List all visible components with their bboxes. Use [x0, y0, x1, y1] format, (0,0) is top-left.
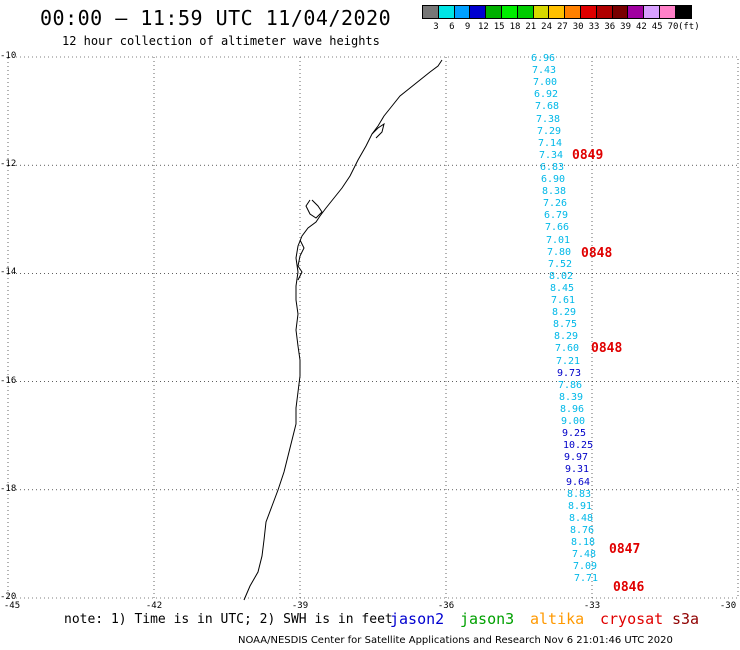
longitude-label: -39	[291, 601, 309, 611]
wave-height-value: 8.96	[560, 403, 585, 415]
pass-time-label: 0848	[581, 246, 613, 261]
scale-label: 36	[604, 22, 616, 32]
longitude-label: -33	[583, 601, 601, 611]
wave-height-value: 7.60	[555, 343, 580, 355]
wave-height-value: 7.38	[536, 113, 561, 125]
wave-height-value: 6.79	[544, 210, 569, 222]
wave-height-value: 8.83	[567, 488, 592, 500]
satellite-legend-altika: altika	[530, 610, 585, 628]
wave-height-value: 8.48	[569, 512, 594, 524]
wave-height-value: 7.66	[545, 222, 570, 234]
wave-height-value: 8.75	[553, 319, 578, 331]
latitude-label: -10	[0, 51, 17, 61]
credit-line: NOAA/NESDIS Center for Satellite Applica…	[238, 635, 673, 646]
wave-height-value: 8.18	[571, 537, 596, 548]
longitude-label: -45	[3, 601, 21, 611]
wave-height-value: 10.25	[563, 440, 594, 452]
scale-label: 6	[449, 22, 455, 32]
satellite-legend-jason3: jason3	[460, 610, 515, 628]
coastline-bay	[297, 122, 385, 281]
scale-swatch	[674, 5, 692, 19]
wave-height-value: 8.38	[542, 186, 567, 198]
color-scale-bar	[422, 5, 692, 19]
wave-height-value: 7.52	[548, 258, 573, 270]
latitude-label: -16	[0, 375, 17, 386]
map-grid	[7, 56, 739, 599]
wave-height-value: 6.92	[534, 89, 559, 101]
wave-height-value: 9.00	[561, 416, 586, 427]
wave-height-value: 7.43	[532, 65, 557, 77]
color-scale-labels: 3 6 9 12 15 18 21 24 27 30 33 36 39 42 45 70 (ft)	[424, 22, 740, 34]
satellite-legend-jason2: jason2	[390, 610, 445, 628]
wave-height-value: 8.29	[554, 331, 579, 343]
scale-label: 3	[433, 22, 439, 32]
wave-height-value: 7.21	[556, 355, 581, 367]
longitude-label: -42	[145, 601, 163, 611]
wave-height-value: 8.29	[552, 307, 577, 319]
page-title: 00:00 – 11:59 UTC 11/04/2020	[40, 6, 392, 30]
latitude-label: -12	[0, 159, 17, 170]
wave-height-value: 7.09	[573, 561, 598, 573]
pass-time-label: 0849	[572, 148, 604, 163]
wave-height-value: 9.97	[564, 452, 589, 464]
wave-height-value: 7.01	[546, 234, 571, 246]
wave-height-value: 8.39	[559, 391, 584, 403]
scale-label: 70	[667, 22, 679, 32]
scale-label: 12	[477, 22, 489, 32]
wave-height-value: 8.45	[550, 282, 575, 294]
longitude-label: -36	[437, 601, 455, 611]
wave-height-value: 7.29	[537, 125, 562, 137]
wave-height-value: 8.91	[568, 500, 593, 512]
scale-label: 30	[572, 22, 584, 32]
page-subtitle: 12 hour collection of altimeter wave hei…	[62, 34, 380, 48]
scale-label: 27	[556, 22, 568, 32]
scale-label: (ft)	[677, 22, 700, 32]
wave-height-value: 9.31	[565, 464, 590, 476]
wave-height-value: 9.64	[566, 476, 591, 488]
wave-height-value: 7.48	[572, 549, 597, 561]
wave-height-value: 6.96	[531, 53, 556, 64]
wave-height-value: 7.00	[533, 77, 558, 89]
wave-height-value: 8.02	[549, 270, 574, 282]
wave-height-value: 7.71	[574, 573, 599, 585]
scale-label: 33	[588, 22, 600, 32]
coastline	[243, 59, 443, 601]
scale-label: 15	[493, 22, 505, 32]
pass-time-label: 0847	[609, 542, 641, 557]
scale-label: 9	[464, 22, 471, 32]
scale-label: 42	[635, 22, 647, 32]
latitude-label: -18	[0, 483, 17, 494]
wave-height-value: 7.86	[558, 379, 583, 391]
footer-note: note: 1) Time is in UTC; 2) SWH is in fe…	[64, 612, 393, 627]
wave-height-value: 9.25	[562, 428, 587, 440]
wave-height-value: 7.26	[543, 198, 568, 210]
latitude-label: -20	[0, 592, 17, 602]
wave-height-value: 7.68	[535, 101, 560, 113]
satellite-legend-cryosat: cryosat	[600, 610, 664, 628]
wave-height-value: 6.83	[540, 161, 565, 173]
satellite-legend-s3a: s3a	[672, 610, 700, 628]
wave-height-value: 9.73	[557, 367, 582, 379]
wave-height-value: 8.76	[570, 524, 595, 536]
wave-height-value: 7.80	[547, 246, 572, 258]
altimeter-map	[7, 56, 739, 601]
scale-label: 18	[509, 22, 521, 32]
scale-label: 45	[651, 22, 663, 32]
wave-height-value: 7.14	[538, 137, 563, 149]
scale-label: 39	[620, 22, 632, 32]
wave-height-value: 6.90	[541, 174, 566, 185]
map-frame	[7, 56, 739, 599]
longitude-label: -30	[719, 601, 737, 611]
scale-label: 24	[541, 22, 553, 32]
latitude-label: -14	[0, 267, 17, 278]
pass-time-label: 0846	[613, 580, 645, 595]
pass-time-label: 0848	[591, 341, 623, 356]
scale-label: 21	[525, 22, 537, 32]
wave-height-value: 7.61	[551, 295, 576, 306]
wave-height-value: 7.34	[539, 149, 564, 161]
